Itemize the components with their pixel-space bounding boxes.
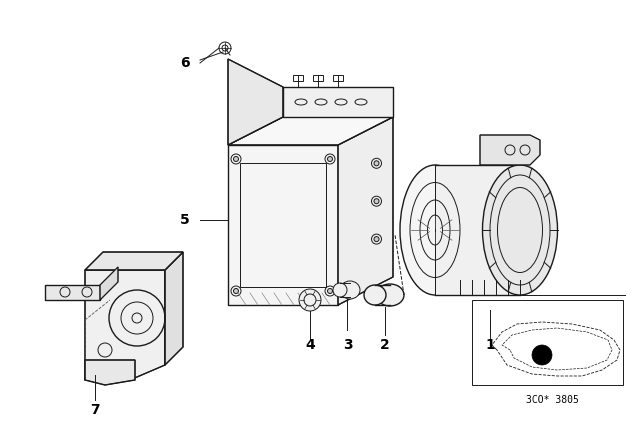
- Bar: [472, 300, 623, 385]
- Text: 7: 7: [90, 403, 100, 417]
- Circle shape: [374, 161, 379, 166]
- Circle shape: [374, 237, 379, 241]
- Ellipse shape: [400, 165, 470, 295]
- Bar: [313, 75, 323, 81]
- Circle shape: [328, 289, 333, 293]
- Text: 6: 6: [180, 56, 190, 70]
- Polygon shape: [85, 360, 135, 385]
- Circle shape: [328, 156, 333, 161]
- Polygon shape: [283, 87, 393, 117]
- Polygon shape: [165, 252, 183, 365]
- Text: 4: 4: [305, 338, 315, 352]
- Polygon shape: [228, 145, 338, 305]
- Circle shape: [234, 156, 239, 161]
- Polygon shape: [435, 165, 520, 295]
- Ellipse shape: [376, 284, 404, 306]
- Polygon shape: [100, 267, 118, 300]
- Polygon shape: [85, 252, 183, 270]
- Text: 5: 5: [180, 213, 190, 227]
- Bar: [240, 163, 326, 287]
- Circle shape: [299, 289, 321, 311]
- Polygon shape: [480, 135, 540, 165]
- Ellipse shape: [333, 283, 347, 297]
- Circle shape: [219, 42, 231, 54]
- Polygon shape: [45, 285, 100, 300]
- Polygon shape: [228, 117, 393, 145]
- Bar: [333, 75, 343, 81]
- Circle shape: [532, 345, 552, 365]
- Bar: [228, 145, 338, 305]
- Polygon shape: [338, 117, 393, 305]
- Text: 2: 2: [380, 338, 390, 352]
- Ellipse shape: [483, 165, 557, 295]
- Polygon shape: [85, 270, 165, 380]
- Text: 3CO* 3805: 3CO* 3805: [525, 395, 579, 405]
- Ellipse shape: [340, 281, 360, 299]
- Ellipse shape: [364, 285, 386, 305]
- Polygon shape: [228, 59, 283, 145]
- Circle shape: [234, 289, 239, 293]
- Circle shape: [374, 199, 379, 204]
- Text: 1: 1: [485, 338, 495, 352]
- Bar: [293, 75, 303, 81]
- Text: 3: 3: [343, 338, 353, 352]
